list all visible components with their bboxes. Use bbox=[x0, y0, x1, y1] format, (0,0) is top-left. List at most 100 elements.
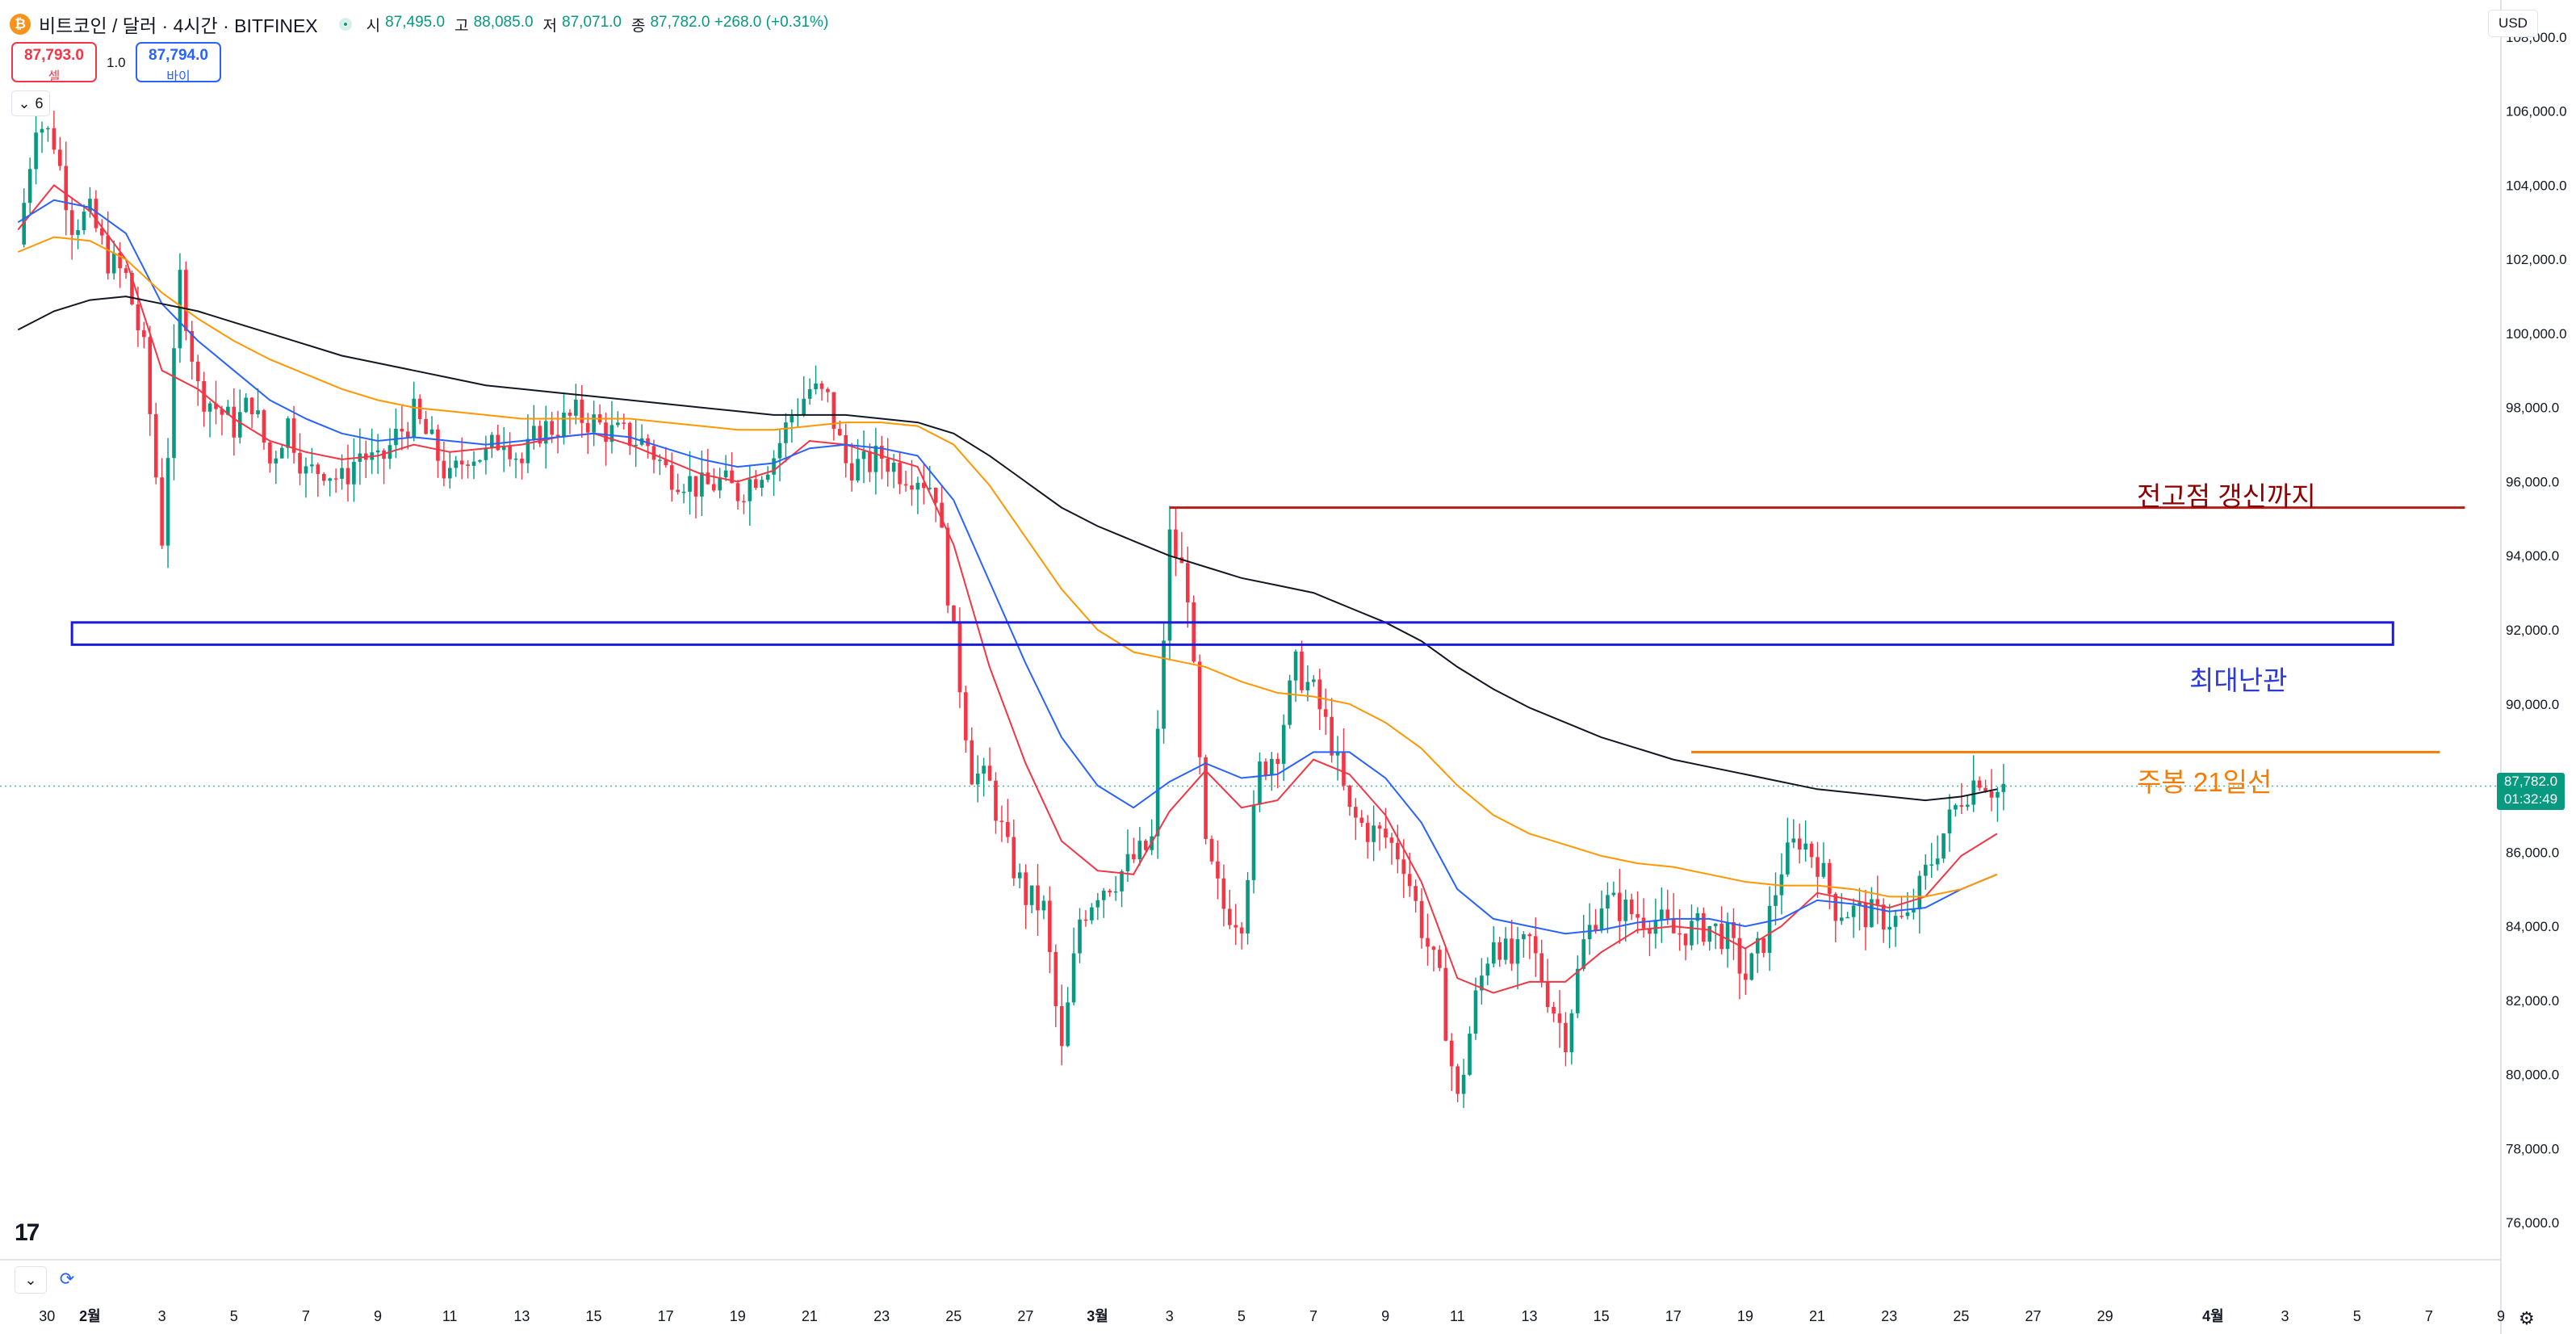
moving-average-line-2 bbox=[17, 236, 1998, 898]
candle-body bbox=[622, 422, 626, 424]
candle-body bbox=[1941, 833, 1946, 859]
tradingview-logo-icon[interactable]: 17 bbox=[15, 1219, 40, 1246]
x-tick-label: 23 bbox=[1881, 1308, 1897, 1324]
candle-body bbox=[1660, 909, 1664, 921]
candle-body bbox=[400, 428, 404, 432]
candle-body bbox=[1587, 925, 1592, 940]
x-tick-labels: 30 2월 3 5 7 9 11 13 15 17 19 21 23 25 27 3월 3 5 7 9 11 13 15 17… bbox=[39, 1308, 2505, 1324]
candle-body bbox=[1113, 891, 1118, 893]
candle-body bbox=[471, 461, 476, 466]
sell-price: 87,793.0 bbox=[24, 47, 84, 64]
candle-body bbox=[1155, 728, 1160, 837]
candle-body bbox=[826, 388, 830, 392]
gear-icon[interactable]: ⚙ bbox=[2519, 1308, 2535, 1328]
indicators-toggle[interactable]: ⌄ 6 bbox=[11, 90, 50, 116]
candle-body bbox=[237, 412, 242, 438]
ohlc-open-value: 87,495.0 bbox=[385, 13, 446, 31]
candle-body bbox=[1036, 885, 1040, 911]
candle-body bbox=[1461, 1075, 1466, 1094]
candle-body bbox=[910, 485, 914, 490]
spread-value: 1.0 bbox=[107, 55, 126, 70]
candle-body bbox=[790, 416, 794, 423]
candle-body bbox=[57, 149, 62, 166]
candle-body bbox=[1533, 936, 1538, 954]
sync-icon[interactable]: ⟳ bbox=[52, 1266, 82, 1292]
candle-body bbox=[1083, 919, 1088, 921]
currency-selector[interactable]: USD bbox=[2488, 10, 2538, 37]
candle-body bbox=[1797, 838, 1802, 850]
candle-body bbox=[651, 446, 656, 460]
candle-body bbox=[298, 452, 302, 474]
candle-body bbox=[52, 128, 57, 150]
candle-body bbox=[1683, 933, 1688, 946]
candle-body bbox=[1977, 780, 1982, 788]
candle-body bbox=[585, 422, 590, 433]
buy-button[interactable]: 87,794.0 바이 bbox=[136, 42, 221, 84]
x-tick-label: 17 bbox=[1665, 1308, 1682, 1324]
candle-body bbox=[1029, 885, 1034, 905]
moving-average-line-3 bbox=[17, 296, 1998, 802]
candle-body bbox=[711, 484, 716, 491]
x-tick-label: 25 bbox=[945, 1308, 961, 1324]
candle-body bbox=[262, 410, 266, 443]
candle-body bbox=[1522, 933, 1526, 940]
chart-header: ₿ 비트코인 / 달러 · 4시간 · BITFINEX 시 87,495.0 고… bbox=[10, 10, 833, 39]
candle-body bbox=[1365, 823, 1370, 842]
candle-body bbox=[1959, 805, 1964, 808]
candle-body bbox=[807, 389, 812, 399]
candle-body bbox=[1162, 640, 1166, 729]
candle-body bbox=[1143, 841, 1148, 850]
candle-body bbox=[550, 421, 554, 435]
candle-body bbox=[412, 398, 417, 438]
symbol-title[interactable]: 비트코인 / 달러 · 4시간 · BITFINEX bbox=[39, 15, 318, 36]
candle-body bbox=[1095, 900, 1100, 908]
sell-button[interactable]: 87,793.0 셀 bbox=[11, 42, 97, 84]
candle-body bbox=[1414, 886, 1418, 901]
candle-body bbox=[1707, 925, 1712, 942]
candle-body bbox=[574, 399, 578, 416]
x-tick-label: 27 bbox=[2025, 1308, 2042, 1324]
candle-body bbox=[1101, 891, 1106, 900]
candle-body bbox=[1497, 942, 1502, 960]
candle-body bbox=[861, 451, 866, 459]
x-tick-label: 11 bbox=[442, 1308, 458, 1324]
candle-body bbox=[532, 426, 536, 439]
candle-body bbox=[538, 426, 542, 444]
candle-body bbox=[1665, 909, 1670, 919]
y-tick-label: 76,000.0 bbox=[2506, 1215, 2559, 1231]
candle-body bbox=[1870, 899, 1874, 928]
candle-body bbox=[130, 272, 134, 304]
y-tick-label: 96,000.0 bbox=[2506, 474, 2559, 489]
candle-body bbox=[316, 464, 320, 474]
candle-body bbox=[207, 403, 212, 412]
candle-body bbox=[634, 444, 638, 447]
candle-body bbox=[1251, 804, 1256, 880]
ohlc-low-value: 87,071.0 bbox=[562, 13, 622, 31]
candle-body bbox=[844, 434, 848, 464]
candle-body bbox=[1317, 679, 1322, 710]
annotation-max-resistance[interactable]: 최대난관 bbox=[2189, 665, 2288, 695]
candle-body bbox=[1557, 1013, 1562, 1023]
y-tick-label: 102,000.0 bbox=[2506, 252, 2567, 267]
candle-body bbox=[1041, 900, 1046, 911]
annotation-weekly-21[interactable]: 주봉 21일선 bbox=[2137, 767, 2272, 797]
candle-body bbox=[964, 692, 968, 740]
candle-body bbox=[933, 487, 938, 503]
candle-body bbox=[490, 434, 494, 448]
x-tick-label: 9 bbox=[1381, 1308, 1389, 1324]
candle-body bbox=[940, 502, 944, 528]
candle-body bbox=[1767, 905, 1772, 953]
candle-body bbox=[1737, 938, 1742, 974]
x-tick-label: 5 bbox=[230, 1308, 238, 1324]
x-tick-label: 29 bbox=[2097, 1308, 2113, 1324]
candle-body bbox=[604, 422, 608, 443]
candle-body bbox=[1066, 1002, 1070, 1047]
candle-body bbox=[442, 460, 446, 479]
candle-body bbox=[1965, 804, 1970, 808]
timeframe-menu-button[interactable]: ⌄ bbox=[15, 1266, 47, 1294]
candle-body bbox=[1611, 892, 1616, 896]
candle-body bbox=[562, 412, 566, 438]
annotation-prev-high[interactable]: 전고점 갱신까지 bbox=[2137, 481, 2316, 511]
candle-body bbox=[1263, 761, 1268, 776]
